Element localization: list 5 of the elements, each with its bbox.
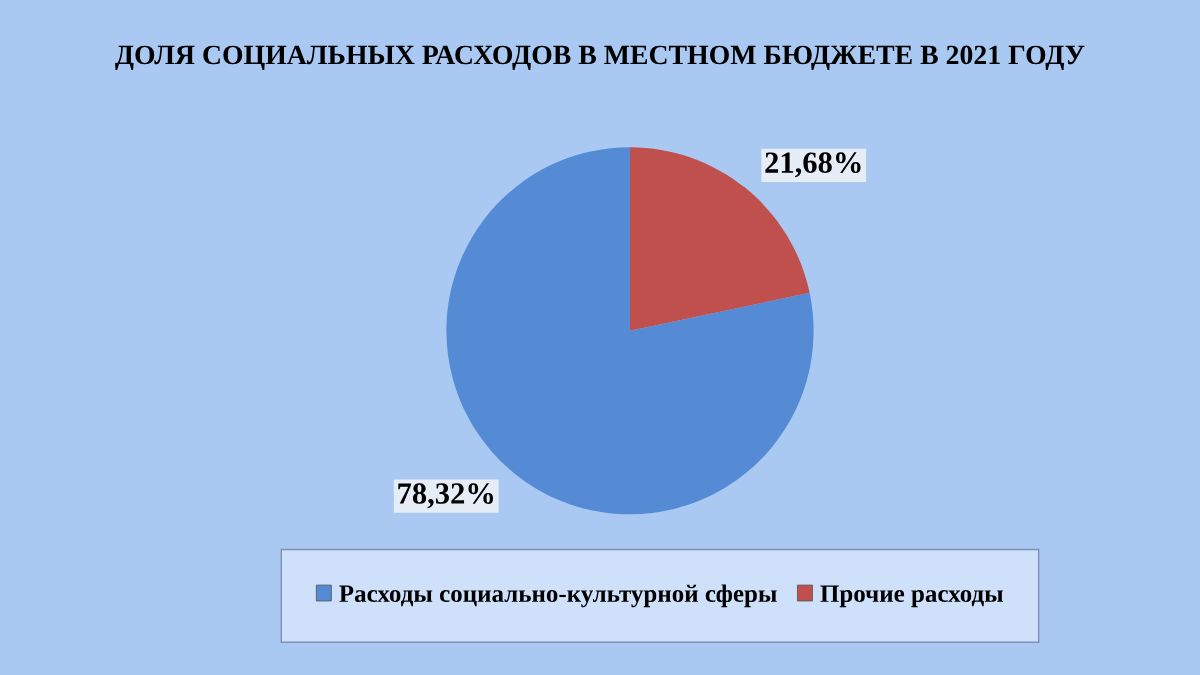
legend-label: Прочие расходы [820,585,1003,608]
data-label: 21,68% [765,152,861,178]
chart-title: ДОЛЯ СОЦИАЛЬНЫХ РАСХОДОВ В МЕСТНОМ БЮДЖЕТЕ В 2021 ГОДУ [115,45,1085,70]
data-label: 78,32% [398,483,494,509]
legend-label: Расходы социально-культурной сферы [339,584,777,608]
